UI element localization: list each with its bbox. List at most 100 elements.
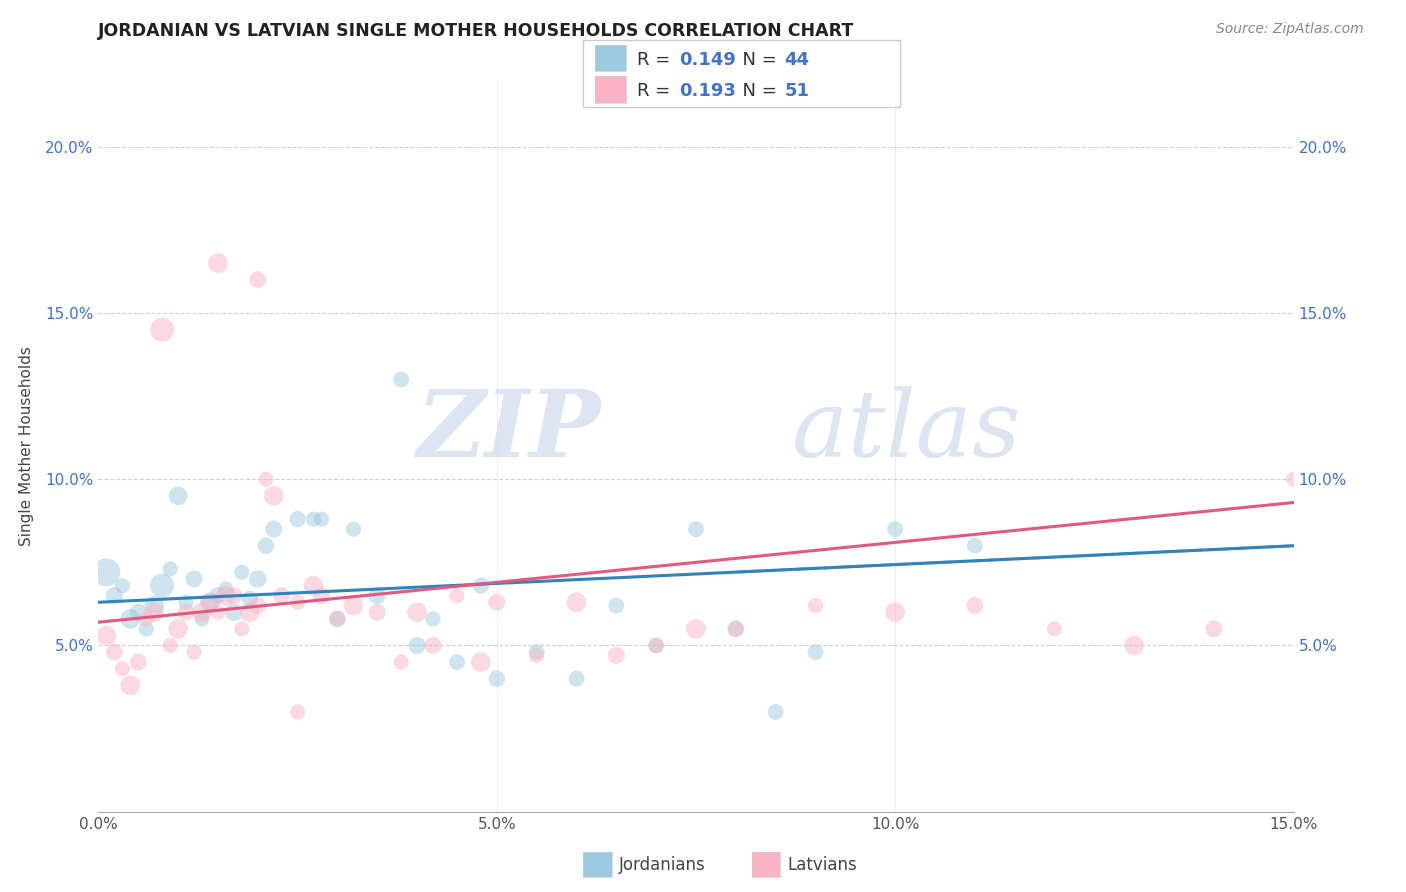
Y-axis label: Single Mother Households: Single Mother Households (20, 346, 34, 546)
Point (422, 612, 444, 626)
Text: 44: 44 (785, 51, 810, 69)
Point (167, 622, 190, 636)
Point (215, 589, 238, 603)
Point (366, 589, 388, 603)
Point (804, 645, 827, 659)
Point (446, 589, 468, 603)
Point (231, 566, 253, 580)
Point (1043, 622, 1066, 636)
Point (724, 622, 747, 636)
Point (287, 705, 309, 719)
Text: N =: N = (731, 82, 783, 100)
Point (246, 599, 269, 613)
Point (526, 645, 548, 659)
Point (198, 595, 221, 609)
Point (159, 639, 181, 653)
Point (326, 612, 349, 626)
Point (127, 655, 149, 669)
Point (884, 605, 907, 619)
Point (389, 372, 412, 386)
Point (470, 655, 492, 669)
Text: N =: N = (731, 51, 783, 69)
Text: ZIP: ZIP (416, 386, 600, 476)
Point (120, 612, 142, 626)
Text: 51: 51 (785, 82, 810, 100)
Point (159, 562, 181, 576)
Point (239, 591, 262, 606)
Point (127, 605, 149, 619)
Point (167, 489, 190, 503)
Point (263, 522, 285, 536)
Point (96, 566, 118, 580)
Point (135, 612, 157, 626)
Point (207, 256, 229, 270)
Point (326, 612, 349, 626)
Point (207, 589, 229, 603)
Point (174, 595, 197, 609)
Point (120, 678, 142, 692)
Point (263, 489, 285, 503)
Text: atlas: atlas (792, 386, 1021, 476)
Point (342, 599, 364, 613)
Point (191, 605, 214, 619)
Point (191, 612, 214, 626)
Point (565, 672, 588, 686)
Point (884, 522, 907, 536)
Point (150, 579, 173, 593)
Text: JORDANIAN VS LATVIAN SINGLE MOTHER HOUSEHOLDS CORRELATION CHART: JORDANIAN VS LATVIAN SINGLE MOTHER HOUSE… (98, 22, 855, 40)
Point (143, 605, 166, 619)
Point (222, 605, 245, 619)
Point (183, 645, 205, 659)
Point (645, 639, 668, 653)
Point (231, 622, 253, 636)
Point (765, 705, 787, 719)
Point (111, 579, 134, 593)
Point (254, 539, 277, 553)
Text: Jordanians: Jordanians (619, 856, 706, 874)
Text: Source: ZipAtlas.com: Source: ZipAtlas.com (1216, 22, 1364, 37)
Point (246, 273, 269, 287)
Point (565, 595, 588, 609)
Point (645, 639, 668, 653)
Point (311, 512, 333, 526)
Point (485, 672, 508, 686)
Point (302, 512, 325, 526)
Point (246, 572, 269, 586)
Point (963, 539, 986, 553)
Point (605, 648, 627, 663)
Text: R =: R = (637, 82, 676, 100)
Point (311, 589, 333, 603)
Point (207, 605, 229, 619)
Point (103, 589, 125, 603)
Point (685, 522, 707, 536)
Point (174, 605, 197, 619)
Point (287, 512, 309, 526)
Point (1123, 639, 1146, 653)
Point (287, 595, 309, 609)
Text: 0.149: 0.149 (679, 51, 735, 69)
Point (406, 605, 429, 619)
Point (198, 595, 221, 609)
Point (270, 589, 292, 603)
Point (446, 655, 468, 669)
Point (963, 599, 986, 613)
Point (485, 595, 508, 609)
Point (183, 572, 205, 586)
Point (422, 639, 444, 653)
Point (254, 472, 277, 486)
Point (143, 599, 166, 613)
Point (366, 605, 388, 619)
Point (150, 323, 173, 337)
Text: Latvians: Latvians (787, 856, 858, 874)
Point (389, 655, 412, 669)
Point (222, 589, 245, 603)
Point (215, 582, 238, 596)
Point (804, 599, 827, 613)
Point (1202, 622, 1225, 636)
Point (1282, 472, 1305, 486)
Point (605, 599, 627, 613)
Point (239, 605, 262, 619)
Text: R =: R = (637, 51, 676, 69)
Point (342, 522, 364, 536)
Point (302, 579, 325, 593)
